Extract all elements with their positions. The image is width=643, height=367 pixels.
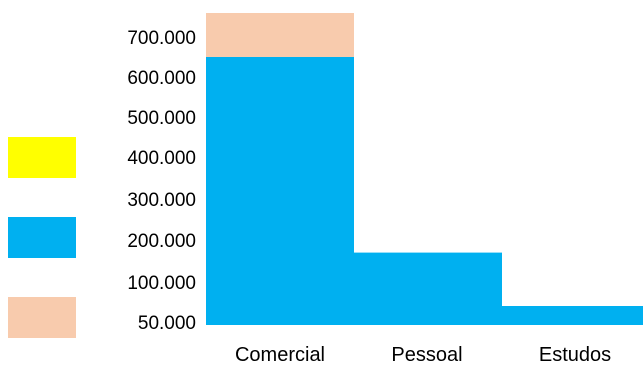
y-tick-label: 600.000 [127,68,196,89]
legend-swatch-1 [8,217,76,258]
bar-comercial-series-1 [206,13,354,57]
y-tick-label: 50.000 [138,313,196,334]
y-axis-ticks: 50.000 100.000 200.000 300.000 400.000 500.00… [127,28,196,334]
y-tick-label: 100.000 [127,273,196,294]
y-tick-label: 700.000 [127,28,196,49]
x-axis-categories: Comercial Pessoal Estudos [235,344,611,366]
x-category-label: Pessoal [391,344,462,366]
bar-estudos-series-0 [502,306,643,325]
legend-swatch-0 [8,137,76,178]
x-category-label: Comercial [235,344,325,366]
y-tick-label: 500.000 [127,108,196,129]
y-tick-label: 200.000 [127,231,196,252]
bar-pessoal-series-0 [354,252,502,325]
legend-swatch-2 [8,297,76,338]
bars [206,13,643,325]
legend [8,137,76,338]
y-tick-label: 300.000 [127,190,196,211]
bar-comercial-series-0 [206,57,354,325]
y-tick-label: 400.000 [127,148,196,169]
x-category-label: Estudos [539,344,611,366]
